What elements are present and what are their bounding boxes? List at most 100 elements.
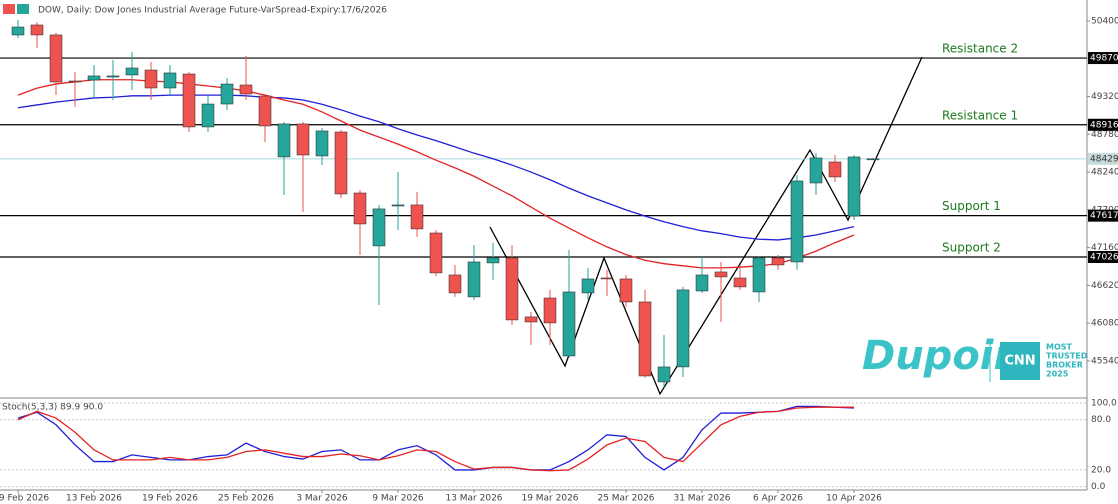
y-tick-label: 48240	[1091, 168, 1118, 178]
candle-body	[68, 80, 82, 83]
candle-body	[334, 131, 348, 195]
level-price-box	[1088, 118, 1118, 131]
brand: Dupoin	[862, 333, 1022, 379]
candle-body	[372, 208, 386, 247]
x-tick-label: 31 Mar 2026	[673, 494, 730, 504]
level-price-label: 47617	[1090, 211, 1118, 221]
candle-body	[125, 67, 139, 76]
candle-body	[657, 366, 671, 383]
chart-title: DOW, Daily: Dow Jones Industrial Average…	[38, 6, 387, 16]
x-tick-label: 13 Mar 2026	[445, 494, 502, 504]
badge: CNN	[1004, 354, 1035, 369]
award-line: 2025	[1046, 370, 1069, 379]
indicator-line	[17, 405, 855, 471]
candle-body	[410, 204, 424, 230]
x-tick-label: 25 Mar 2026	[597, 494, 654, 504]
candle-body	[258, 95, 272, 127]
x-tick-label: 19 Mar 2026	[521, 494, 578, 504]
badge-box	[1000, 342, 1040, 380]
candle-body	[182, 73, 196, 128]
indicator-line	[17, 406, 854, 472]
candle-body	[486, 257, 500, 264]
award-line: BROKER	[1046, 361, 1083, 370]
candle-body	[49, 34, 63, 83]
y-tick-label: 50400	[1091, 16, 1118, 26]
level-price-box	[1088, 209, 1118, 222]
level-name: Support 1	[942, 199, 1001, 213]
y-tick-label: 46620	[1091, 281, 1118, 291]
candle-body	[220, 83, 234, 105]
candle-body	[714, 271, 728, 278]
candle-body	[429, 232, 443, 274]
y-tick-label: 100.0	[1091, 399, 1117, 409]
x-tick-label: 10 Apr 2026	[826, 494, 882, 504]
candle-body	[315, 130, 329, 157]
pattern-drawing	[489, 56, 923, 396]
y-tick-label: 48780	[1091, 130, 1118, 140]
y-tick-label: 46080	[1091, 319, 1118, 329]
candle-body	[543, 297, 557, 324]
level-price-box	[1088, 52, 1118, 65]
level-price-box	[1088, 250, 1118, 263]
candle-body	[163, 72, 177, 89]
symbol-icon	[17, 4, 29, 14]
y-tick-label: 0.0	[1091, 482, 1106, 492]
candle-body	[638, 301, 652, 377]
award-line: TRUSTED	[1046, 352, 1088, 361]
x-tick-label: 6 Apr 2026	[753, 494, 803, 504]
candle-body	[562, 291, 576, 357]
candle-body	[695, 274, 709, 292]
y-tick-label: 49320	[1091, 92, 1118, 102]
candle-body	[600, 277, 614, 280]
last-price-box	[1088, 152, 1118, 165]
y-tick-label: 20.0	[1091, 465, 1111, 475]
x-tick-label: 25 Feb 2026	[218, 494, 274, 504]
symbol-icon	[3, 4, 15, 14]
level-price-label: 48916	[1090, 120, 1118, 130]
candle-body	[296, 123, 310, 156]
candle-body	[30, 24, 44, 36]
y-tick-label: 45540	[1091, 356, 1118, 366]
y-tick-label: 47160	[1091, 243, 1118, 253]
level-name: Resistance 1	[942, 108, 1018, 122]
candle-body	[524, 316, 538, 323]
stoch-title: Stoch(5,3,3) 89.9 90.0	[2, 403, 103, 413]
candle-body	[391, 204, 405, 207]
candle-body	[771, 257, 785, 266]
x-tick-label: 13 Feb 2026	[66, 494, 122, 504]
watermark: Dupoin CNN MOST TRUSTED BROKER 2025	[862, 333, 1088, 382]
candle-body	[752, 257, 766, 293]
candle-body	[733, 277, 747, 288]
award-line: MOST	[1046, 343, 1073, 352]
candle-body	[87, 75, 101, 81]
candle-body	[239, 84, 253, 95]
x-tick-label: 19 Feb 2026	[142, 494, 198, 504]
x-tick-label: 9 Feb 2026	[0, 494, 49, 504]
indicator-line	[17, 94, 855, 241]
candle-body	[790, 180, 804, 263]
candle-body	[866, 158, 880, 161]
last-price-label: 48429	[1090, 154, 1118, 164]
candle-body	[201, 103, 215, 128]
candle-body	[505, 257, 519, 321]
candle-body	[828, 161, 842, 178]
x-tick-label: 9 Mar 2026	[372, 494, 424, 504]
candle-body	[11, 26, 25, 36]
candle-body	[676, 289, 690, 368]
candle-body	[581, 278, 595, 294]
x-tick-label: 3 Mar 2026	[296, 494, 348, 504]
candle-body	[847, 156, 861, 217]
candle-body	[106, 75, 120, 78]
candle-body	[277, 123, 291, 158]
candle-body	[144, 69, 158, 89]
y-tick-label: 80.0	[1091, 415, 1111, 425]
candle-body	[619, 278, 633, 303]
level-price-label: 47026	[1090, 252, 1118, 262]
level-name: Resistance 2	[942, 42, 1018, 56]
indicator-line	[17, 79, 855, 269]
candle-body	[809, 157, 823, 184]
candle-body	[467, 261, 481, 298]
level-name: Support 2	[942, 240, 1001, 254]
candle-body	[448, 274, 462, 294]
